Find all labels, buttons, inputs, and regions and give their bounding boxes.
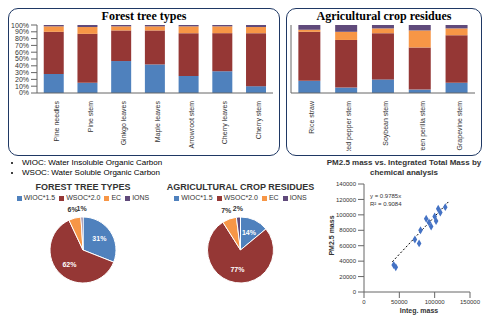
html-text:WSOC: Water Soluble Organic Ca: WSOC: Water Soluble Organic Carbon [22, 168, 160, 177]
svg-text:60%: 60% [15, 49, 29, 56]
html-text:y = 0.9785x: y = 0.9785x [370, 193, 402, 199]
svg-text:2%: 2% [233, 205, 244, 212]
svg-text:0: 0 [353, 289, 357, 295]
svg-text:100%: 100% [11, 23, 29, 28]
html-text:EC: EC [111, 194, 122, 201]
svg-text:30%: 30% [15, 69, 29, 76]
svg-text:40000: 40000 [339, 258, 356, 264]
svg-text:Green perilla stem: Green perilla stem [419, 101, 427, 151]
svg-text:20%: 20% [15, 76, 29, 83]
svg-text:6%: 6% [67, 205, 78, 213]
svg-text:31%: 31% [92, 235, 107, 242]
svg-text:Pine stem: Pine stem [87, 101, 94, 132]
svg-text:Soybean stem: Soybean stem [382, 101, 390, 146]
svg-text:50000: 50000 [391, 299, 408, 305]
svg-text:Grapevine stem: Grapevine stem [456, 101, 464, 151]
svg-text:62%: 62% [62, 261, 77, 268]
svg-text:0%: 0% [19, 89, 29, 96]
html-text:EC: EC [268, 194, 279, 201]
html-text:IONS: IONS [289, 194, 307, 201]
svg-text:100000: 100000 [425, 299, 446, 305]
svg-text:77%: 77% [230, 266, 245, 273]
svg-text:0: 0 [362, 299, 366, 305]
svg-text:90%: 90% [15, 28, 29, 35]
html-text:WSOC*2.0: WSOC*2.0 [223, 194, 258, 201]
html-text:PM2.5 mass vs. Integrated Tota: PM2.5 mass vs. Integrated Total Mass by … [326, 158, 482, 177]
svg-text:1%: 1% [77, 205, 88, 212]
svg-text:80000: 80000 [339, 227, 356, 233]
svg-text:7%: 7% [221, 207, 232, 214]
html-text:AGRICULTURAL CROP RESIDUES: AGRICULTURAL CROP RESIDUES [166, 182, 315, 192]
svg-text:Cherry stem: Cherry stem [255, 101, 263, 139]
svg-text:150000: 150000 [460, 299, 481, 305]
svg-text:Maple leaves: Maple leaves [154, 101, 162, 143]
svg-text:80%: 80% [15, 35, 29, 42]
svg-text:70%: 70% [15, 42, 29, 49]
html-text:WIOC: Water Insoluble Organic: WIOC: Water Insoluble Organic Carbon [22, 158, 163, 167]
html-text:Integ. mass: Integ. mass [399, 307, 439, 314]
html-text:WIOC*1.5: WIOC*1.5 [181, 194, 213, 201]
svg-text:120000: 120000 [336, 197, 357, 203]
svg-text:140000: 140000 [336, 181, 357, 187]
svg-text:100000: 100000 [336, 212, 357, 218]
svg-text:10%: 10% [15, 83, 29, 90]
svg-text:50%: 50% [15, 55, 29, 62]
html-text:IONS: IONS [132, 194, 150, 201]
html-text:PM2.5 mass: PM2.5 mass [327, 215, 335, 255]
html-text:WIOC*1.5: WIOC*1.5 [23, 194, 56, 201]
svg-text:60000: 60000 [339, 243, 356, 249]
html-text:Forest tree types: Forest tree types [101, 9, 187, 23]
svg-text:14%: 14% [242, 229, 257, 236]
svg-text:Ginkgo leaves: Ginkgo leaves [120, 101, 128, 146]
html-text:R² = 0.9084: R² = 0.9084 [370, 201, 402, 207]
svg-text:20000: 20000 [339, 274, 356, 280]
svg-text:Arrowroot stem: Arrowroot stem [188, 101, 195, 149]
html-text:FOREST TREE TYPES: FOREST TREE TYPES [35, 182, 131, 192]
svg-text:Red pepper stem: Red pepper stem [345, 101, 353, 151]
svg-text:Pine needles: Pine needles [53, 101, 60, 142]
svg-text:Rice straw: Rice straw [308, 100, 315, 134]
html-text:WSOC*2.0: WSOC*2.0 [66, 194, 101, 201]
svg-text:Cherry leaves: Cherry leaves [221, 101, 229, 145]
svg-text:40%: 40% [15, 62, 29, 69]
html-text:Agricultural crop residues: Agricultural crop residues [316, 9, 452, 23]
